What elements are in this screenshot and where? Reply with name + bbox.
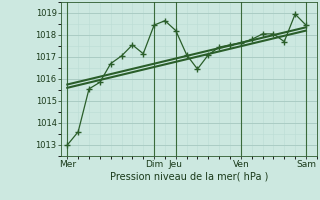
X-axis label: Pression niveau de la mer( hPa ): Pression niveau de la mer( hPa ) [110, 172, 268, 182]
